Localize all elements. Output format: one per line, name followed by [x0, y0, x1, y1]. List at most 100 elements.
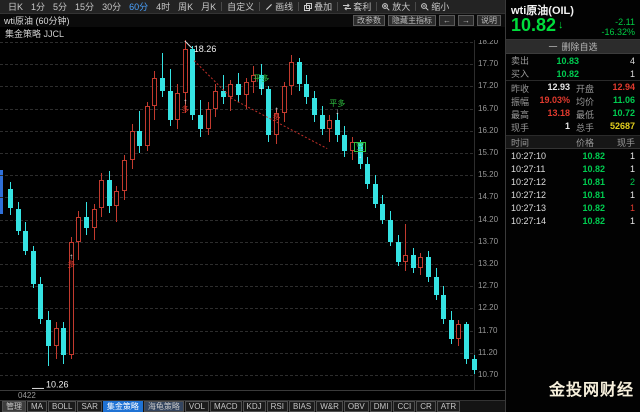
tab-boll[interactable]: BOLL — [48, 401, 77, 412]
stat-label: 开盘 — [576, 84, 595, 94]
grid-line — [0, 352, 473, 354]
tab-ma[interactable]: MA — [27, 401, 47, 412]
period-5min-button[interactable]: 5分 — [49, 0, 71, 13]
period-4hour-button[interactable]: 4时 — [152, 0, 174, 13]
candle-body — [114, 190, 120, 207]
candle-body — [319, 115, 325, 129]
arbitrage-label: 套利 — [353, 2, 372, 12]
remove-watchlist-button[interactable]: 一 删除自选 — [506, 40, 640, 54]
grid-line — [0, 197, 473, 199]
svg-text:18.26: 18.26 — [194, 44, 217, 54]
period-15min-button[interactable]: 15分 — [71, 0, 98, 13]
period-60min-button[interactable]: 60分 — [125, 0, 152, 13]
tape-time: 10:27:10 — [511, 150, 547, 161]
period-daily-button[interactable]: 日K — [4, 0, 27, 13]
chart-pane: 日K 1分 5分 15分 30分 60分 4时 周K 月K 自定义 画线 叠加 套利 放大 缩小 wti原油… — [0, 0, 505, 412]
time-and-sales-list: 10:27:10 10.82 1 10:27:11 10.82 1 10:27:12 10.8… — [506, 149, 640, 227]
candle-body — [236, 84, 241, 96]
symbol-name: wti原油(OIL) — [511, 5, 574, 17]
last-price-row: 10.82 ↓ -2.11 -16.32% — [506, 15, 640, 40]
order-volume: 1 — [629, 68, 635, 79]
overlay-icon — [304, 2, 313, 11]
period-monthly-button[interactable]: 月K — [197, 0, 220, 13]
candle-body — [342, 135, 348, 151]
stat-item: 现手 1 — [511, 121, 570, 134]
candle-wick — [162, 53, 163, 98]
change-value: -2.11 — [615, 17, 635, 27]
candlestick-chart[interactable]: 18.20 17.70 17.20 16.70 16.20 15.70 15.20 14.70… — [0, 40, 505, 390]
candle-body — [304, 84, 310, 98]
chart-header: wti原油 (60分钟) 改参数 隐藏主指标 ← → 说明 — [0, 14, 505, 27]
long-signal-label: 多 — [272, 113, 281, 123]
tab-cr[interactable]: CR — [416, 401, 436, 412]
stat-item: 振幅 19.03% — [511, 95, 570, 108]
tab-vol[interactable]: VOL — [184, 401, 209, 412]
stat-row: 最高 13.18 最低 10.72 — [506, 108, 640, 121]
tab-dmi[interactable]: DMI — [369, 401, 393, 412]
tab-wr[interactable]: W&R — [316, 401, 343, 412]
candle-body — [448, 319, 454, 340]
tape-price: 10.82 — [582, 202, 605, 213]
chart-left-scroll-handle[interactable] — [0, 170, 3, 214]
zoom-out-icon — [421, 2, 429, 11]
arbitrage-icon — [343, 3, 352, 11]
tab-macd[interactable]: MACD — [209, 401, 242, 412]
custom-period-label: 自定义 — [227, 2, 255, 12]
stat-value: 12.93 — [547, 82, 570, 92]
tab-turtle-strategy[interactable]: 海龟策略 — [143, 401, 184, 412]
period-30min-button[interactable]: 30分 — [98, 0, 125, 13]
grid-line — [0, 175, 473, 177]
stat-item: 均价 11.06 — [576, 95, 635, 108]
tape-time: 10:27:12 — [511, 189, 547, 200]
remove-watchlist-label: 删除自选 — [561, 42, 598, 52]
tab-jijin-strategy[interactable]: 集金策略 — [102, 401, 143, 412]
prev-arrow-button[interactable]: ← — [439, 15, 455, 26]
candle-body — [220, 90, 226, 98]
grid-line — [0, 153, 473, 154]
custom-period-button[interactable]: 自定义 — [223, 0, 258, 13]
stat-label: 总手 — [576, 123, 595, 133]
candle-body — [198, 115, 203, 129]
tab-cci[interactable]: CCI — [393, 401, 416, 412]
tab-manage[interactable]: 管理 — [2, 401, 26, 412]
tab-atr[interactable]: ATR — [436, 401, 461, 412]
tab-obv[interactable]: OBV — [343, 401, 369, 412]
candle-body — [129, 130, 135, 160]
candle-body — [91, 208, 97, 229]
zoom-in-button[interactable]: 放大 — [378, 0, 414, 13]
tab-bias[interactable]: BIAS — [288, 401, 316, 412]
candle-body — [30, 250, 36, 284]
period-weekly-button[interactable]: 周K — [174, 0, 197, 13]
period-1min-button[interactable]: 1分 — [27, 0, 49, 13]
grid-line — [0, 241, 473, 243]
toolbar-separator — [337, 2, 339, 11]
tab-kdj[interactable]: KDJ — [242, 401, 266, 412]
period-4hour-label: 4时 — [156, 2, 171, 12]
overlay-button[interactable]: 叠加 — [300, 0, 336, 13]
y-axis-label: 17.70 — [478, 59, 499, 69]
help-button[interactable]: 说明 — [477, 15, 501, 26]
candle-body — [68, 241, 74, 356]
tab-rsi[interactable]: RSI — [266, 401, 288, 412]
sell-row: 卖出 10.83 4 — [506, 54, 640, 67]
candle-body — [243, 81, 249, 96]
candle-body — [327, 119, 333, 129]
draw-line-button[interactable]: 画线 — [261, 0, 297, 13]
grid-line — [0, 264, 473, 265]
tape-volume: 1 — [629, 150, 635, 161]
next-arrow-button[interactable]: → — [458, 15, 474, 26]
candle-body — [76, 217, 82, 242]
indicator-tab-bar: 管理 MA BOLL SAR 集金策略 海龟策略 VOL MACD KDJ RSI BIAS W&R O… — [0, 400, 505, 412]
toolbar-separator — [376, 2, 378, 11]
arbitrage-button[interactable]: 套利 — [339, 0, 375, 13]
period-1min-label: 1分 — [31, 2, 46, 12]
stat-label: 均价 — [576, 97, 595, 107]
change-params-button[interactable]: 改参数 — [353, 15, 385, 26]
tape-row: 10:27:13 10.82 1 — [506, 201, 640, 214]
hide-main-indicator-button[interactable]: 隐藏主指标 — [388, 15, 436, 26]
down-arrow-icon: ↓ — [259, 82, 264, 92]
tab-sar[interactable]: SAR — [77, 401, 102, 412]
tape-volume: 2 — [629, 176, 635, 187]
zoom-out-button[interactable]: 缩小 — [417, 0, 453, 13]
axis-separator — [474, 40, 475, 390]
